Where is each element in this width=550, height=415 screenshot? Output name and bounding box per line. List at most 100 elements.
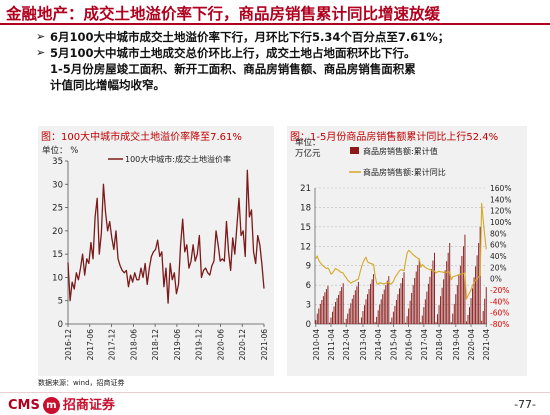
bar-sales-cumulative <box>440 296 442 324</box>
bar-sales-cumulative <box>481 320 483 324</box>
series-line-sales-yoy <box>315 202 487 300</box>
bar-sales-cumulative <box>484 298 486 324</box>
bar-sales-cumulative <box>455 294 457 324</box>
bar-sales-cumulative <box>403 272 405 324</box>
x-tick-label: 2019-06 <box>173 329 182 361</box>
bar-sales-cumulative <box>341 287 343 324</box>
slide-title: 金融地产：成交土地溢价率下行，商品房销售累计同比增速放缓 <box>6 5 441 23</box>
bar-sales-cumulative <box>449 243 451 324</box>
bar-sales-cumulative <box>421 315 423 324</box>
bar-sales-cumulative <box>389 322 391 324</box>
bar-sales-cumulative <box>423 307 425 324</box>
bar-sales-cumulative <box>444 270 446 324</box>
x-tick-label: 2018-12 <box>151 329 160 361</box>
bullet-text: 计值同比增幅均收窄。 <box>50 78 165 92</box>
right-y-tick-label: 120% <box>490 207 511 216</box>
bullet-text: 1-5月份房屋竣工面积、新开工面积、商品房销售额、商品房销售面积累 <box>50 62 416 76</box>
right-y-tick-label: 40% <box>490 252 507 261</box>
right-y-tick-label: 80% <box>490 229 507 238</box>
bar-sales-cumulative <box>379 304 381 324</box>
left-y-tick-label: 21 <box>300 184 311 194</box>
x-tick-label: 2021-06 <box>260 329 269 361</box>
bar-sales-cumulative <box>461 256 463 324</box>
x-tick-label: 2010-04 <box>312 329 321 361</box>
left-y-tick-label: 0 <box>306 320 311 330</box>
bar-sales-cumulative <box>462 246 464 324</box>
x-tick-label: 2017-04 <box>420 329 429 361</box>
bar-sales-cumulative <box>386 280 388 324</box>
logo-text-en: CMS <box>8 398 40 413</box>
y-tick-label: 25 <box>52 204 63 214</box>
housing-sales-chart-panel: 图：1-5月份商品房销售额累计同比上行52.4% 单位： 万亿元 商品房销售额:累计… <box>287 126 527 376</box>
bar-sales-cumulative <box>356 286 358 324</box>
y-tick-label: 0 <box>58 320 63 330</box>
x-tick-label: 2020-06 <box>216 329 225 361</box>
bar-sales-cumulative <box>470 298 472 324</box>
bar-sales-cumulative <box>351 298 353 324</box>
bar-sales-cumulative <box>335 301 337 324</box>
arrow-bullet-icon: ➢ <box>36 30 46 43</box>
right-y-tick-label: 60% <box>490 241 507 250</box>
x-tick-label: 2013-04 <box>359 329 368 361</box>
bar-sales-cumulative <box>473 277 475 324</box>
x-tick-label: 2020-12 <box>238 329 247 361</box>
legend-label: 商品房销售额:累计同比 <box>363 167 446 177</box>
right-y-tick-label: 20% <box>490 263 507 272</box>
right-y-tick-label: 0% <box>490 275 502 284</box>
x-tick-label: 2017-06 <box>86 329 95 361</box>
cms-logo: CMS m 招商证券 <box>8 394 115 414</box>
bullet-item: ➢ 5月100大中城市土地成交总价环比上行，成交土地占地面积环比下行。 <box>36 45 546 61</box>
bar-sales-cumulative <box>400 283 402 324</box>
right-y-tick-label: -40% <box>490 297 509 306</box>
legend-label: 商品房销售额:累计值 <box>363 146 438 156</box>
bar-sales-cumulative <box>392 311 394 324</box>
bar-sales-cumulative <box>353 294 355 324</box>
bar-sales-cumulative <box>345 318 347 324</box>
bar-sales-cumulative <box>420 322 422 324</box>
data-source-note: 数据来源：wind，招商证券 <box>38 379 125 387</box>
bar-sales-cumulative <box>465 321 467 324</box>
bar-sales-cumulative <box>434 252 435 324</box>
left-y-tick-label: 18 <box>300 203 311 213</box>
bar-sales-cumulative <box>360 317 362 324</box>
bar-sales-cumulative <box>429 276 431 324</box>
right-y-tick-label: -60% <box>490 309 509 318</box>
y-tick-label: 15 <box>52 250 63 260</box>
x-tick-label: 2019-12 <box>195 329 204 361</box>
x-tick-label: 2021-04 <box>482 329 491 361</box>
bar-sales-cumulative <box>321 300 323 324</box>
bar-sales-cumulative <box>458 275 460 324</box>
bar-sales-cumulative <box>338 294 340 324</box>
bar-sales-cumulative <box>315 320 317 324</box>
bar-sales-cumulative <box>322 296 324 324</box>
bar-sales-cumulative <box>319 303 321 324</box>
logo-text-cn: 招商证券 <box>62 398 115 413</box>
page-number: -77- <box>514 398 536 411</box>
bar-sales-cumulative <box>364 305 365 324</box>
y-tick-label: 30 <box>52 180 63 190</box>
land-premium-line-chart: 单位： % 100大中城市:成交土地溢价率 0 5 10 15 20 25 30 35 2016-1… <box>42 145 269 361</box>
bar-sales-cumulative <box>443 279 445 324</box>
bar-sales-cumulative <box>438 305 440 324</box>
bar-sales-cumulative <box>385 285 387 324</box>
unit-label: 单位： <box>295 137 321 148</box>
bar-sales-cumulative <box>437 314 438 324</box>
bar-sales-cumulative <box>482 311 484 324</box>
y-tick-label: 5 <box>58 297 63 307</box>
bar-sales-cumulative <box>391 317 393 324</box>
bar-sales-cumulative <box>388 276 390 324</box>
bar-sales-cumulative <box>399 288 400 324</box>
bar-sales-cumulative <box>402 278 403 324</box>
bar-sales-cumulative <box>348 308 350 324</box>
bar-sales-cumulative <box>370 283 372 324</box>
bar-sales-cumulative <box>332 311 333 324</box>
legend-label: 100大中城市:成交土地溢价率 <box>125 154 231 164</box>
x-tick-label: 2019-04 <box>452 329 461 361</box>
bar-sales-cumulative <box>427 283 429 324</box>
bar-sales-cumulative <box>412 285 414 324</box>
bar-sales-cumulative <box>330 317 332 324</box>
bar-sales-cumulative <box>418 259 420 324</box>
bar-sales-cumulative <box>357 281 359 324</box>
bar-sales-cumulative <box>376 316 378 324</box>
